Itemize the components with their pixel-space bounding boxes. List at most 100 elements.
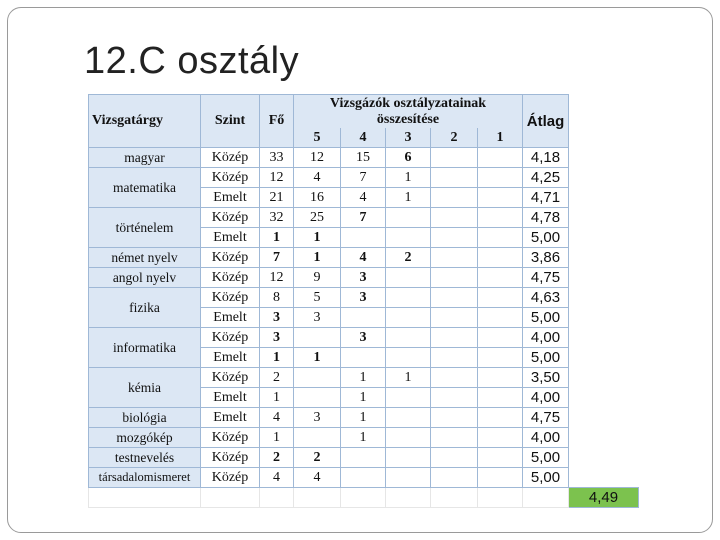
subject-cell: testnevelés xyxy=(88,447,201,468)
average-cell: 4,75 xyxy=(522,407,569,428)
grade4-cell: 1 xyxy=(340,407,386,428)
count-cell: 2 xyxy=(259,367,294,388)
grade4-cell: 1 xyxy=(340,367,386,388)
grade2-cell xyxy=(430,207,478,228)
count-cell: 2 xyxy=(259,447,294,468)
grade2-cell xyxy=(430,427,478,448)
grade4-cell: 4 xyxy=(340,187,386,208)
average-cell: 4,25 xyxy=(522,167,569,188)
table-row: történelem Közép 32 25 7 4,78 xyxy=(88,207,639,248)
count-cell: 1 xyxy=(259,427,294,448)
grade3-cell xyxy=(385,447,431,468)
grade2-cell xyxy=(430,187,478,208)
grade2-cell xyxy=(430,367,478,388)
header-grades-title-2: összesítése xyxy=(376,112,440,127)
grade1-cell xyxy=(477,287,523,308)
average-cell: 4,78 xyxy=(522,207,569,228)
count-cell: 21 xyxy=(259,187,294,208)
subject-cell: informatika xyxy=(88,327,201,368)
header-grade-1: 1 xyxy=(477,128,523,148)
header-grade-4: 4 xyxy=(340,128,386,148)
count-cell: 1 xyxy=(259,347,294,368)
grade4-cell xyxy=(340,467,386,488)
grade2-cell xyxy=(430,447,478,468)
grade5-cell: 2 xyxy=(293,447,341,468)
level-cell: Közép xyxy=(200,207,260,228)
grade3-cell: 6 xyxy=(385,147,431,168)
grade5-cell xyxy=(293,327,341,348)
subject-cell: történelem xyxy=(88,207,201,248)
grade4-cell xyxy=(340,227,386,248)
level-cell: Közép xyxy=(200,167,260,188)
count-cell: 1 xyxy=(259,227,294,248)
grade4-cell: 3 xyxy=(340,327,386,348)
grade1-cell xyxy=(477,307,523,328)
count-cell: 8 xyxy=(259,287,294,308)
subject-cell: társadalomismeret xyxy=(88,467,201,488)
average-cell: 3,50 xyxy=(522,367,569,388)
subject-cell: kémia xyxy=(88,367,201,408)
grade3-cell xyxy=(385,207,431,228)
grade3-cell xyxy=(385,227,431,248)
grade4-cell: 7 xyxy=(340,207,386,228)
grade1-cell xyxy=(477,447,523,468)
level-cell: Emelt xyxy=(200,187,260,208)
grade1-cell xyxy=(477,167,523,188)
grade2-cell xyxy=(430,167,478,188)
table-row: Emelt 1 1 5,00 xyxy=(89,227,639,248)
header-grade-5: 5 xyxy=(293,128,341,148)
grade4-cell: 15 xyxy=(340,147,386,168)
average-cell: 4,71 xyxy=(522,187,569,208)
grade3-cell: 2 xyxy=(385,247,431,268)
grade4-cell: 3 xyxy=(340,287,386,308)
subject-cell: fizika xyxy=(88,287,201,328)
table-row: Emelt 1 1 5,00 xyxy=(89,347,639,368)
grade3-cell xyxy=(385,287,431,308)
grade1-cell xyxy=(477,187,523,208)
grade4-cell: 1 xyxy=(340,387,386,408)
count-cell: 3 xyxy=(259,327,294,348)
count-cell: 7 xyxy=(259,247,294,268)
grade1-cell xyxy=(477,367,523,388)
grade4-cell: 1 xyxy=(340,427,386,448)
grade5-cell: 12 xyxy=(293,147,341,168)
grade4-cell xyxy=(340,347,386,368)
grade1-cell xyxy=(477,267,523,288)
average-cell: 5,00 xyxy=(522,227,569,248)
grade2-cell xyxy=(430,407,478,428)
table-row: informatika Közép 3 3 4,00 xyxy=(88,327,639,368)
level-cell: Emelt xyxy=(200,407,260,428)
grade3-cell xyxy=(385,307,431,328)
slide-title: 12.C osztály xyxy=(84,40,300,82)
average-cell: 4,00 xyxy=(522,427,569,448)
average-cell: 3,86 xyxy=(522,247,569,268)
grade2-cell xyxy=(430,287,478,308)
grade3-cell: 1 xyxy=(385,167,431,188)
count-cell: 12 xyxy=(259,267,294,288)
grade1-cell xyxy=(477,467,523,488)
grade1-cell xyxy=(477,247,523,268)
header-level: Szint xyxy=(200,94,260,148)
grade2-cell xyxy=(430,307,478,328)
subject-cell: magyar xyxy=(88,147,201,168)
header-count: Fő xyxy=(259,94,294,148)
header-grade-3: 3 xyxy=(385,128,431,148)
grade3-cell xyxy=(385,467,431,488)
table-row: matematika Közép 12 4 7 1 4,25 xyxy=(88,167,639,208)
grade5-cell xyxy=(293,387,341,408)
count-cell: 3 xyxy=(259,307,294,328)
grade1-cell xyxy=(477,407,523,428)
average-cell: 4,63 xyxy=(522,287,569,308)
grade1-cell xyxy=(477,147,523,168)
grade3-cell xyxy=(385,327,431,348)
average-cell: 4,18 xyxy=(522,147,569,168)
grade1-cell xyxy=(477,227,523,248)
grade3-cell xyxy=(385,387,431,408)
header-grades-title-1: Vizsgázók osztályzatainak xyxy=(329,96,487,111)
grade5-cell: 9 xyxy=(293,267,341,288)
grade4-cell xyxy=(340,307,386,328)
count-cell: 12 xyxy=(259,167,294,188)
average-cell: 4,00 xyxy=(522,387,569,408)
average-cell: 5,00 xyxy=(522,467,569,488)
table-row: kémia Közép 2 1 1 3,50 xyxy=(88,367,639,408)
